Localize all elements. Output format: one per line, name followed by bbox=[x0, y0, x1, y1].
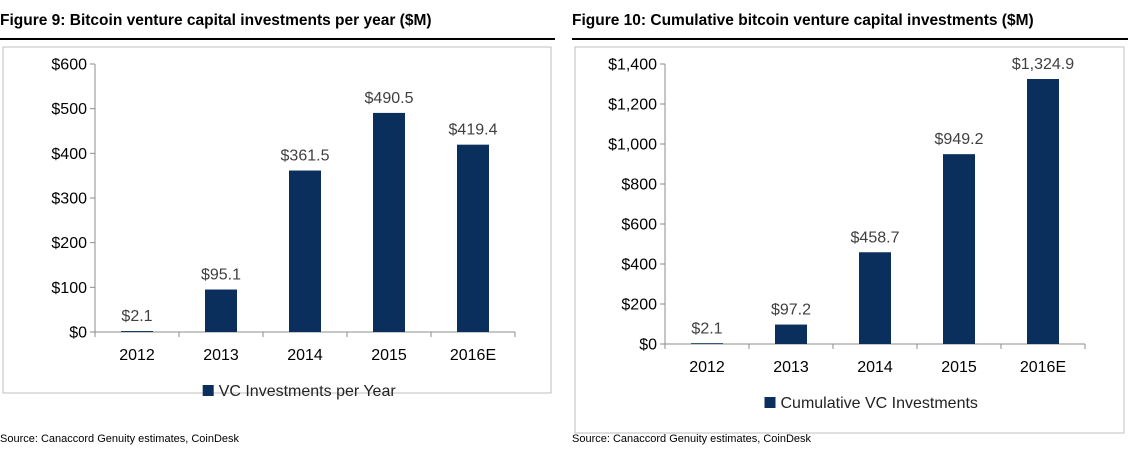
fig10-y-tick-label: $400 bbox=[621, 257, 657, 274]
fig9-x-tick-label: 2015 bbox=[371, 347, 407, 364]
fig9-bar-2013 bbox=[205, 289, 237, 332]
fig9-bar-2014 bbox=[289, 170, 321, 332]
fig10-data-label: $1,324.9 bbox=[1012, 56, 1074, 73]
fig9-y-tick-label: $600 bbox=[51, 57, 87, 74]
fig9-legend-label: VC Investments per Year bbox=[219, 383, 397, 400]
figure-10-chart: $0 $200 $400 $600 $800 $1,000 $1,200 $1,400 $2.1… bbox=[574, 46, 1125, 434]
fig9-x-tick-label: 2014 bbox=[287, 347, 323, 364]
fig10-data-label: $458.7 bbox=[851, 229, 900, 246]
fig9-y-tick-label: $300 bbox=[51, 191, 87, 208]
fig9-data-label: $2.1 bbox=[121, 308, 152, 325]
fig10-y-tick-label: $200 bbox=[621, 297, 657, 314]
fig9-x-tick-label: 2013 bbox=[203, 347, 239, 364]
fig10-y-tick-label: $800 bbox=[621, 177, 657, 194]
fig10-data-label: $949.2 bbox=[935, 131, 984, 148]
fig10-y-tick-label: $0 bbox=[639, 337, 657, 354]
fig10-x-tick-label: 2014 bbox=[857, 359, 893, 376]
fig9-data-label: $490.5 bbox=[365, 90, 414, 107]
fig10-bar-2012 bbox=[691, 343, 723, 344]
fig10-y-tick-label: $600 bbox=[621, 217, 657, 234]
fig10-data-label: $97.2 bbox=[771, 302, 811, 319]
fig10-y-tick-label: $1,000 bbox=[608, 137, 657, 154]
fig9-y-tick-label: $0 bbox=[69, 325, 87, 342]
figure-10-title-rule bbox=[572, 38, 1128, 40]
fig10-x-tick-label: 2016E bbox=[1020, 359, 1066, 376]
figure-9-source: Source: Canaccord Genuity estimates, Coi… bbox=[0, 433, 240, 445]
fig10-bar-2016e bbox=[1027, 79, 1059, 344]
fig9-data-label: $361.5 bbox=[281, 148, 330, 165]
fig9-y-tick-label: $100 bbox=[51, 280, 87, 297]
fig9-y-tick-label: $200 bbox=[51, 235, 87, 252]
fig10-y-tick-label: $1,400 bbox=[608, 57, 657, 74]
fig10-chart-frame bbox=[574, 46, 1125, 434]
fig10-x-tick-label: 2012 bbox=[689, 359, 725, 376]
fig10-legend-label: Cumulative VC Investments bbox=[781, 395, 978, 412]
figure-9-chart: $0 $100 $200 $300 $400 $500 $600 $2.1 2012 $95.1 2… bbox=[2, 46, 552, 400]
fig9-y-tick-label: $400 bbox=[51, 146, 87, 163]
fig9-y-tick-label: $500 bbox=[51, 101, 87, 118]
fig10-bar-2013 bbox=[775, 324, 807, 344]
fig9-x-tick-label: 2012 bbox=[119, 347, 155, 364]
fig10-legend-swatch bbox=[764, 397, 776, 408]
fig9-data-label: $95.1 bbox=[201, 267, 241, 284]
fig9-bar-2016e bbox=[457, 144, 489, 332]
fig10-bar-2014 bbox=[859, 252, 891, 344]
fig9-chart-frame bbox=[2, 46, 552, 394]
fig10-x-tick-label: 2013 bbox=[773, 359, 809, 376]
fig9-x-tick-label: 2016E bbox=[450, 347, 496, 364]
figure-9-title-rule bbox=[0, 38, 555, 40]
figure-10-title: Figure 10: Cumulative bitcoin venture ca… bbox=[572, 12, 1034, 29]
figure-10-source: Source: Canaccord Genuity estimates, Coi… bbox=[572, 433, 812, 445]
fig10-bar-2015 bbox=[943, 154, 975, 344]
fig10-y-tick-label: $1,200 bbox=[608, 97, 657, 114]
fig9-legend-swatch bbox=[202, 385, 214, 396]
fig9-data-label: $419.4 bbox=[449, 122, 498, 139]
fig9-bar-2015 bbox=[373, 112, 405, 332]
figure-9-title: Figure 9: Bitcoin venture capital invest… bbox=[0, 12, 432, 29]
fig10-x-tick-label: 2015 bbox=[941, 359, 977, 376]
fig9-bar-2012 bbox=[121, 331, 153, 332]
fig10-data-label: $2.1 bbox=[691, 321, 722, 338]
